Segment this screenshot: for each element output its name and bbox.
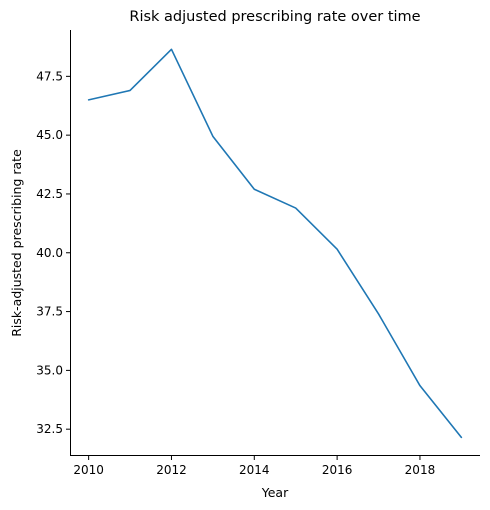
series-layer: [87, 48, 463, 439]
y-tick-label: 45.0: [36, 128, 63, 142]
chart-title: Risk adjusted prescribing rate over time: [129, 9, 420, 25]
y-tick-label: 42.5: [36, 187, 63, 201]
x-tick-label: 2018: [405, 463, 436, 477]
x-tick-label: 2012: [156, 463, 187, 477]
y-tick-label: 47.5: [36, 69, 63, 83]
y-tick-label: 32.5: [36, 422, 63, 436]
y-tick-label: 35.0: [36, 363, 63, 377]
plot-area: 2010 2012 2014 2016 2018 32.5 35.0 37.5 40.0 42.…: [36, 30, 480, 477]
x-ticks: 2010 2012 2014 2016 2018: [73, 456, 435, 477]
y-tick-label: 37.5: [36, 305, 63, 319]
y-ticks: 32.5 35.0 37.5 40.0 42.5 45.0 47.5: [36, 69, 70, 436]
x-tick-label: 2016: [322, 463, 353, 477]
x-axis-label: Year: [261, 485, 289, 500]
y-axis-label: Risk-adjusted prescribing rate: [9, 149, 24, 337]
x-tick-label: 2014: [239, 463, 270, 477]
series-line: [87, 48, 463, 439]
y-tick-label: 40.0: [36, 246, 63, 260]
x-tick-label: 2010: [73, 463, 104, 477]
